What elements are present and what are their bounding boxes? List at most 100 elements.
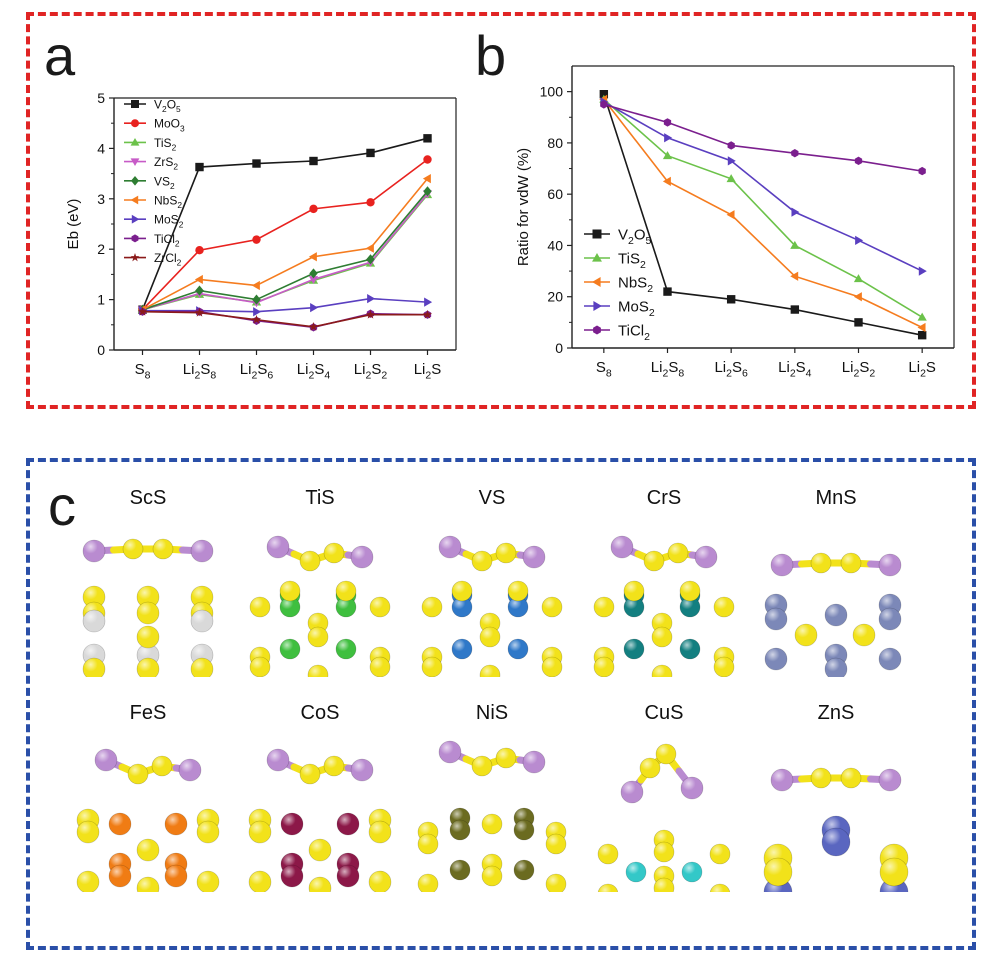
metal-atom: [764, 647, 788, 671]
metal-atom: [280, 864, 304, 888]
sulfur-atom: [136, 601, 160, 625]
lithium-atom: [770, 768, 794, 792]
sulfur-atom: [451, 580, 473, 602]
lithium-atom: [620, 780, 644, 804]
sulfur-atom: [495, 542, 517, 564]
sulfur-atom: [249, 656, 271, 677]
sulfur-atom: [879, 857, 909, 887]
panel-a-label: a: [44, 24, 76, 87]
structure-tis: TiS: [240, 487, 400, 677]
structure-label: CuS: [644, 702, 684, 724]
sulfur-atom: [597, 843, 619, 865]
structure-zns: ZnS: [756, 702, 916, 892]
sulfur-atom: [151, 755, 173, 777]
structure-nis: NiS: [412, 702, 572, 892]
structure-label: CrS: [646, 487, 682, 509]
lithium-atom: [266, 535, 290, 559]
sulfur-atom: [335, 580, 357, 602]
sulfur-atom: [709, 883, 731, 892]
structure-model: [248, 748, 392, 892]
metal-atom: [190, 609, 214, 633]
sulfur-atom: [122, 538, 144, 560]
sulfur-atom: [679, 580, 701, 602]
metal-atom: [821, 827, 851, 857]
lithium-atom: [680, 776, 704, 800]
sulfur-atom: [369, 596, 391, 618]
sulfur-atom: [471, 550, 493, 572]
panel-c-frame: [26, 458, 976, 950]
sulfur-atom: [417, 833, 439, 855]
lithium-atom: [350, 758, 374, 782]
sulfur-atom: [368, 870, 392, 892]
metal-atom: [279, 638, 301, 660]
sulfur-atom: [249, 596, 271, 618]
structure-model: [597, 743, 731, 892]
metal-atom: [507, 638, 529, 660]
metal-atom: [108, 864, 132, 888]
lithium-atom: [522, 750, 546, 774]
sulfur-atom: [369, 656, 391, 677]
lithium-atom: [610, 535, 634, 559]
metal-atom: [336, 864, 360, 888]
structure-label: TiS: [305, 487, 335, 509]
lithium-atom: [694, 545, 718, 569]
structure-model: [421, 535, 563, 677]
sulfur-atom: [248, 820, 272, 844]
lithium-atom: [438, 740, 462, 764]
metal-atom: [878, 607, 902, 631]
metal-atom: [878, 647, 902, 671]
sulfur-atom: [196, 820, 220, 844]
structure-label: VS: [478, 487, 506, 509]
structure-model: [764, 552, 902, 677]
sulfur-atom: [667, 542, 689, 564]
sulfur-atom: [196, 870, 220, 892]
sulfur-atom: [593, 656, 615, 677]
structure-model: [417, 740, 567, 892]
sulfur-atom: [299, 550, 321, 572]
sulfur-atom: [308, 838, 332, 862]
sulfur-atom: [545, 833, 567, 855]
metal-atom: [824, 657, 848, 677]
metal-atom: [164, 812, 188, 836]
lithium-atom: [82, 539, 106, 563]
sulfur-atom: [127, 763, 149, 785]
sulfur-atom: [323, 542, 345, 564]
metal-atom: [451, 638, 473, 660]
structure-mns: MnS: [756, 487, 916, 677]
sulfur-atom: [852, 623, 876, 647]
sulfur-atom: [190, 657, 214, 677]
sulfur-atom: [279, 580, 301, 602]
panel-ab-frame: [26, 12, 976, 409]
metal-atom: [280, 812, 304, 836]
sulfur-atom: [794, 623, 818, 647]
lithium-atom: [878, 553, 902, 577]
sulfur-atom: [810, 552, 832, 574]
metal-atom: [82, 609, 106, 633]
metal-atom: [513, 859, 535, 881]
metal-atom: [449, 859, 471, 881]
structure-model: [82, 538, 214, 677]
metal-atom: [679, 638, 701, 660]
sulfur-atom: [136, 838, 160, 862]
sulfur-atom: [653, 877, 675, 892]
structure-crs: CrS: [584, 487, 744, 677]
panel-c-label: c: [48, 474, 76, 537]
sulfur-atom: [481, 865, 503, 887]
structure-model: [593, 535, 735, 677]
sulfur-atom: [653, 841, 675, 863]
sulfur-atom: [541, 596, 563, 618]
structure-model: [249, 535, 391, 677]
lithium-atom: [178, 758, 202, 782]
sulfur-atom: [479, 664, 501, 677]
structure-label: NiS: [475, 702, 509, 724]
sulfur-atom: [763, 857, 793, 887]
metal-atom: [764, 607, 788, 631]
sulfur-atom: [639, 757, 661, 779]
sulfur-atom: [597, 883, 619, 892]
sulfur-atom: [655, 743, 677, 765]
sulfur-atom: [421, 656, 443, 677]
sulfur-atom: [810, 767, 832, 789]
sulfur-atom: [76, 870, 100, 892]
structure-fes: FeS: [68, 702, 228, 892]
sulfur-atom: [840, 767, 862, 789]
